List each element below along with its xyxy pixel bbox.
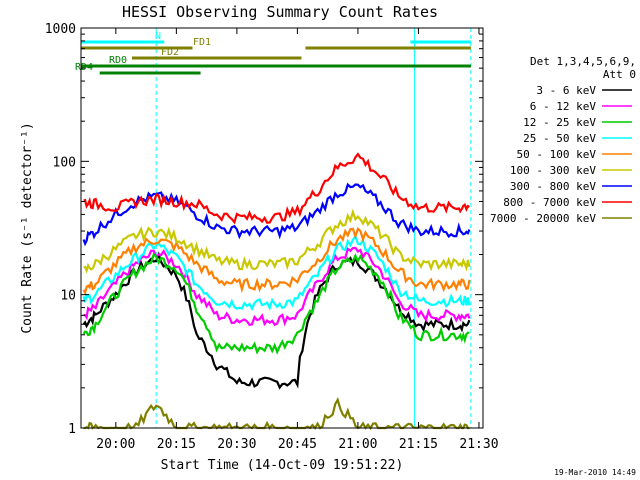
x-tick-label: 21:00 [338, 437, 377, 452]
legend-label: 7000 - 20000 keV [490, 212, 596, 225]
series-line-25-50keV [82, 233, 471, 312]
flag-label: N [155, 31, 161, 42]
legend-label: 50 - 100 keV [517, 148, 597, 161]
legend-label: 6 - 12 keV [530, 100, 597, 113]
legend-label: 300 - 800 keV [510, 180, 596, 193]
legend-label: 12 - 25 keV [523, 116, 596, 129]
flag-label: RD0 [109, 55, 127, 66]
x-tick-label: 20:00 [96, 437, 135, 452]
y-tick-label: 10 [60, 289, 76, 304]
x-tick-label: 20:15 [157, 437, 196, 452]
y-axis: 1 10 100 1000 [45, 22, 483, 437]
legend-label: 800 - 7000 keV [503, 196, 596, 209]
flag-label: RD4 [75, 62, 93, 73]
chart-title: HESSI Observing Summary Count Rates [122, 3, 438, 21]
legend-title: Det 1,3,4,5,6,9, [530, 55, 636, 68]
legend-title: Att 0 [603, 68, 636, 81]
y-tick-label: 1 [68, 422, 76, 437]
legend: Det 1,3,4,5,6,9,Att 0 3 - 6 keV 6 - 12 keV… [490, 55, 636, 225]
flag-label: FD1 [193, 37, 211, 48]
flag-label: FD2 [161, 47, 179, 58]
plot-area: N FD1 FD2 RD0 RD4 [75, 28, 472, 430]
series-line-12-25keV [82, 252, 470, 355]
x-tick-label: 21:15 [399, 437, 438, 452]
plot-frame [80, 27, 484, 429]
legend-label: 100 - 300 keV [510, 164, 596, 177]
x-axis: 20:00 20:15 20:30 20:45 21:00 21:15 21:30 [96, 28, 499, 452]
series-line-3-6keV [82, 251, 471, 390]
x-tick-label: 20:45 [278, 437, 317, 452]
y-tick-label: 100 [53, 155, 76, 170]
legend-label: 25 - 50 keV [523, 132, 596, 145]
x-tick-label: 21:30 [459, 437, 498, 452]
series-line-50-100keV [82, 227, 471, 296]
series-line-100-300keV [83, 208, 471, 274]
y-tick-label: 1000 [45, 22, 76, 37]
x-axis-label: Start Time (14-Oct-09 19:51:22) [161, 458, 404, 473]
timestamp: 19-Mar-2010 14:49 [554, 468, 636, 477]
series-line-6-12keV [83, 246, 471, 327]
y-axis-label: Count Rate (s⁻¹ detector⁻¹) [20, 122, 35, 333]
legend-label: 3 - 6 keV [536, 84, 596, 97]
series-line-800-7000keV [83, 152, 470, 225]
x-tick-label: 20:30 [217, 437, 256, 452]
